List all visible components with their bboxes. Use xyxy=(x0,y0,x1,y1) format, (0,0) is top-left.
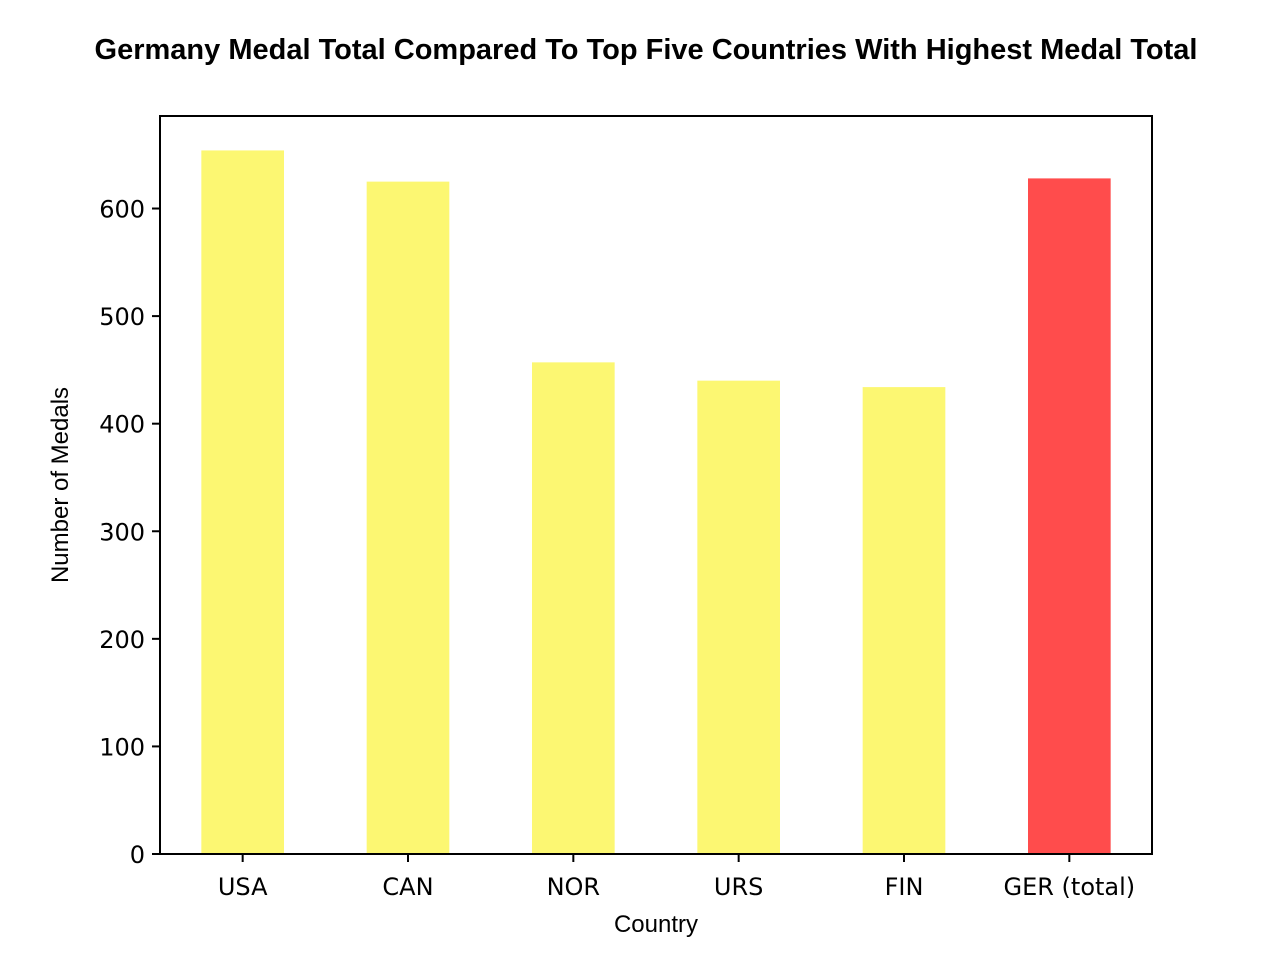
plot-frame xyxy=(159,115,1153,855)
x-tick-label: GER (total) xyxy=(1003,873,1135,901)
bar-usa xyxy=(201,150,284,854)
y-tick-label: 600 xyxy=(99,196,145,224)
bar-can xyxy=(366,181,450,854)
x-tick-label: NOR xyxy=(547,873,601,901)
y-tick-label: 300 xyxy=(99,518,145,546)
x-tick-label: URS xyxy=(714,873,763,901)
x-tick-label: CAN xyxy=(382,873,433,901)
x-tick-label: USA xyxy=(218,873,268,901)
bars-layer xyxy=(201,150,1111,855)
bar-fin xyxy=(862,387,946,854)
y-tick-label: 200 xyxy=(99,626,145,654)
x-axis: USA CAN NOR URS FIN GER (total) xyxy=(218,854,1135,901)
y-tick-label: 0 xyxy=(130,841,145,869)
y-tick-label: 400 xyxy=(99,411,145,439)
x-axis-label: Country xyxy=(614,911,698,938)
bar-nor xyxy=(532,362,615,854)
y-tick-label: 100 xyxy=(99,733,145,761)
bar-ger-total xyxy=(1028,178,1111,855)
y-axis-label: Number of Medals xyxy=(47,387,74,583)
bar-urs xyxy=(697,380,780,854)
y-tick-label: 500 xyxy=(99,303,145,331)
y-axis: 0 100 200 300 400 500 600 xyxy=(99,196,160,869)
x-tick-label: FIN xyxy=(885,873,924,901)
chart-title: Germany Medal Total Compared To Top Five… xyxy=(95,34,1198,66)
